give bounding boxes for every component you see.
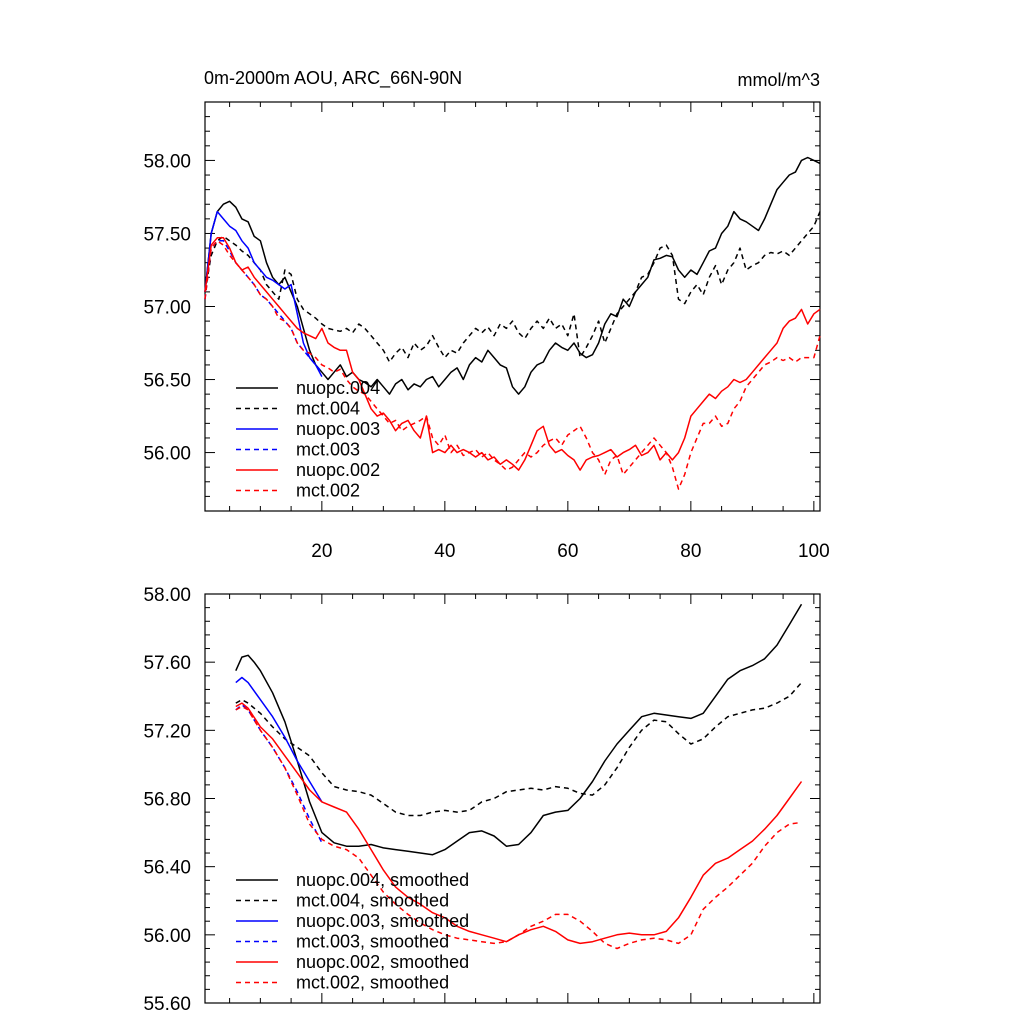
y-tick-label: 56.00 xyxy=(143,444,191,465)
legend-label: mct.003, smoothed xyxy=(296,932,449,952)
x-tick-label: 100 xyxy=(798,541,830,562)
y-tick-label: 57.00 xyxy=(143,298,191,319)
legend-label: mct.002 xyxy=(296,481,360,501)
series-line xyxy=(204,237,821,471)
legend-label: nuopc.004 xyxy=(296,378,380,398)
y-tick-label: 56.00 xyxy=(143,926,191,947)
legend-label: nuopc.003 xyxy=(296,419,380,439)
x-tick-label: 40 xyxy=(434,541,455,562)
series-line xyxy=(235,603,803,856)
legend-label: mct.002, smoothed xyxy=(296,973,449,993)
legend: nuopc.004mct.004nuopc.003mct.003nuopc.00… xyxy=(236,378,380,501)
legend-label: nuopc.002, smoothed xyxy=(296,952,469,972)
legend-label: mct.004, smoothed xyxy=(296,891,449,911)
tick-marks xyxy=(205,593,820,1004)
x-tick-labels: 20 40 60 80 100 xyxy=(311,541,829,562)
series-line xyxy=(235,704,323,844)
series-line xyxy=(235,705,802,950)
series-line xyxy=(235,682,803,817)
y-tick-label: 58.00 xyxy=(143,151,191,172)
series-line xyxy=(235,676,323,803)
x-tick-label: 60 xyxy=(557,541,578,562)
y-tick-label: 56.50 xyxy=(143,371,191,392)
series-line xyxy=(204,156,821,395)
series-line xyxy=(204,240,323,373)
top-panel: 0m-2000m AOU, ARC_66N-90N mmol/m^3 56.00… xyxy=(143,68,829,562)
bottom-panel: 55.60 56.00 56.40 56.80 57.20 57.60 58.00 nuop… xyxy=(143,585,821,1015)
y-tick-label: 56.40 xyxy=(143,858,191,879)
legend-label: nuopc.004, smoothed xyxy=(296,870,469,890)
legend-label: nuopc.003, smoothed xyxy=(296,911,469,931)
y-tick-label: 56.80 xyxy=(143,790,191,811)
y-tick-label: 57.20 xyxy=(143,721,191,742)
legend-label: mct.003 xyxy=(296,440,360,460)
y-tick-labels: 56.00 56.50 57.00 57.50 58.00 xyxy=(143,151,191,464)
series-lines xyxy=(235,603,803,950)
x-tick-label: 80 xyxy=(680,541,701,562)
x-tick-label: 20 xyxy=(311,541,332,562)
legend-label: mct.004 xyxy=(296,399,360,419)
y-tick-labels: 55.60 56.00 56.40 56.80 57.20 57.60 58.00 xyxy=(143,585,191,1015)
tick-marks xyxy=(205,101,820,512)
y-tick-label: 57.50 xyxy=(143,224,191,245)
series-line xyxy=(204,211,821,363)
y-tick-label: 57.60 xyxy=(143,653,191,674)
series-line xyxy=(204,210,323,377)
y-tick-label: 55.60 xyxy=(143,994,191,1015)
chart-units: mmol/m^3 xyxy=(738,70,820,90)
y-tick-label: 58.00 xyxy=(143,585,191,606)
legend-label: nuopc.002 xyxy=(296,460,380,480)
series-line xyxy=(204,240,821,490)
series-line xyxy=(235,702,803,945)
chart-title: 0m-2000m AOU, ARC_66N-90N xyxy=(204,68,462,89)
series-lines xyxy=(204,156,821,490)
